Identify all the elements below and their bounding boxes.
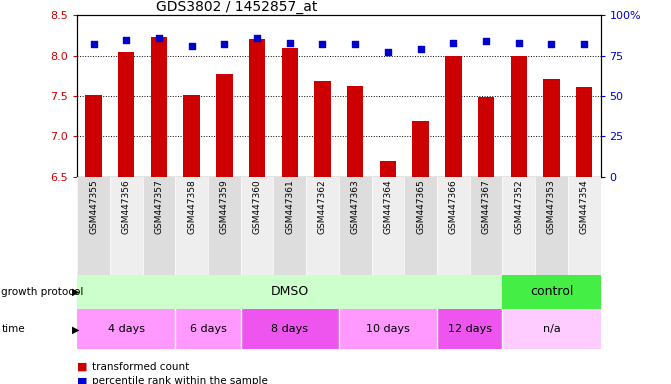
Text: growth protocol: growth protocol (1, 287, 84, 297)
Text: GSM447352: GSM447352 (514, 180, 523, 234)
Bar (314, 81, 331, 177)
Text: 6 days: 6 days (190, 324, 226, 334)
Point (252, 35, 262, 41)
Text: percentile rank within the sample: percentile rank within the sample (92, 376, 268, 384)
Text: ▶: ▶ (72, 287, 80, 297)
Bar (175, 309, 241, 349)
Bar (77, 309, 175, 349)
Bar (544, 79, 560, 177)
Text: GSM447360: GSM447360 (252, 180, 262, 234)
Text: GSM447363: GSM447363 (351, 180, 360, 234)
Point (88, 41, 99, 48)
Point (154, 35, 164, 41)
Text: control: control (530, 285, 573, 298)
Bar (503, 275, 601, 309)
Bar (413, 121, 429, 177)
Bar (282, 48, 298, 177)
Text: GSM447357: GSM447357 (154, 180, 164, 234)
Text: time: time (1, 324, 25, 334)
Bar (183, 95, 200, 177)
Bar (151, 37, 167, 177)
Text: 12 days: 12 days (448, 324, 492, 334)
Text: GSM447361: GSM447361 (285, 180, 295, 234)
Text: GSM447353: GSM447353 (547, 180, 556, 234)
Bar (118, 51, 134, 177)
Text: GSM447366: GSM447366 (449, 180, 458, 234)
Bar (175, 177, 208, 275)
Bar (576, 87, 592, 177)
Point (382, 50, 393, 56)
Bar (85, 95, 102, 177)
Bar (437, 309, 503, 349)
Bar (437, 177, 470, 275)
Text: ■: ■ (77, 362, 88, 372)
Text: GSM447356: GSM447356 (121, 180, 131, 234)
Text: GDS3802 / 1452857_at: GDS3802 / 1452857_at (156, 0, 317, 14)
Bar (372, 177, 404, 275)
Bar (535, 177, 568, 275)
Bar (339, 177, 372, 275)
Text: n/a: n/a (543, 324, 560, 334)
Point (480, 38, 491, 44)
Point (513, 40, 524, 46)
Bar (208, 177, 241, 275)
Point (448, 40, 459, 46)
Text: transformed count: transformed count (92, 362, 189, 372)
Bar (470, 177, 503, 275)
Bar (306, 177, 339, 275)
Text: GSM447355: GSM447355 (89, 180, 98, 234)
Bar (404, 177, 437, 275)
Bar (503, 177, 535, 275)
Point (546, 41, 557, 48)
Bar (216, 74, 233, 177)
Text: ■: ■ (77, 376, 88, 384)
Bar (274, 177, 306, 275)
Point (317, 41, 328, 48)
Point (350, 41, 360, 48)
Text: 10 days: 10 days (366, 324, 410, 334)
Text: ▶: ▶ (72, 324, 80, 334)
Bar (347, 86, 364, 177)
Bar (568, 177, 601, 275)
Text: GSM447354: GSM447354 (580, 180, 588, 234)
Point (187, 43, 197, 49)
Point (219, 41, 229, 48)
Point (121, 36, 132, 43)
Bar (511, 56, 527, 177)
Text: GSM447365: GSM447365 (416, 180, 425, 234)
Text: 8 days: 8 days (271, 324, 308, 334)
Text: GSM447367: GSM447367 (482, 180, 491, 234)
Bar (241, 177, 274, 275)
Bar (110, 177, 142, 275)
Point (579, 41, 590, 48)
Bar (445, 56, 462, 177)
Point (415, 46, 426, 52)
Text: DMSO: DMSO (270, 285, 309, 298)
Bar (503, 309, 601, 349)
Text: 4 days: 4 days (108, 324, 145, 334)
Bar (478, 97, 495, 177)
Bar (241, 309, 339, 349)
Text: GSM447358: GSM447358 (187, 180, 196, 234)
Bar (380, 161, 396, 177)
Bar (249, 39, 265, 177)
Bar (339, 309, 437, 349)
Text: GSM447364: GSM447364 (383, 180, 393, 234)
Text: GSM447359: GSM447359 (220, 180, 229, 234)
Bar (77, 275, 503, 309)
Bar (142, 177, 175, 275)
Bar (77, 177, 110, 275)
Text: GSM447362: GSM447362 (318, 180, 327, 234)
Point (285, 40, 295, 46)
